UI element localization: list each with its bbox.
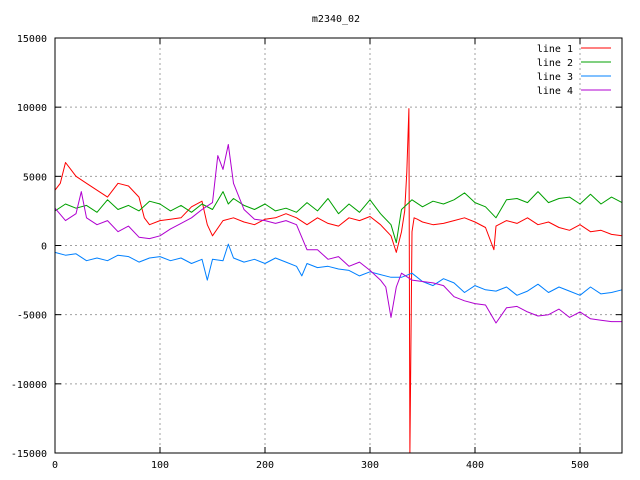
series-line-line-3: [54, 243, 623, 296]
y-tick-label: 15000: [17, 34, 47, 45]
y-tick-label: -5000: [17, 311, 47, 322]
y-tick-label: 10000: [17, 103, 47, 114]
y-tick-label: -15000: [11, 449, 47, 460]
legend-label: line 1: [537, 44, 573, 55]
x-axis-ticks: 0 100 200 300 400 500: [52, 38, 589, 471]
grid: [55, 38, 622, 453]
legend-label: line 4: [537, 86, 573, 97]
x-tick-label: 200: [256, 460, 274, 471]
x-tick-label: 500: [571, 460, 589, 471]
legend-label: line 2: [537, 58, 573, 69]
x-tick-label: 400: [466, 460, 484, 471]
x-tick-label: 0: [52, 460, 58, 471]
y-tick-label: 5000: [23, 172, 47, 183]
series-line-line-1: [54, 108, 623, 454]
series-line-line-4: [54, 144, 622, 324]
chart-title: m2340_02: [312, 14, 360, 25]
series-layer: [54, 108, 623, 454]
series-line-line-2: [54, 191, 623, 244]
legend: line 1 line 2 line 3 line 4: [537, 44, 611, 97]
y-axis-ticks: 15000 10000 5000 0 -5000 -10000 -15000: [11, 34, 622, 460]
legend-label: line 3: [537, 72, 573, 83]
x-tick-label: 100: [151, 460, 169, 471]
x-tick-label: 300: [361, 460, 379, 471]
y-tick-label: 0: [41, 242, 47, 253]
y-tick-label: -10000: [11, 380, 47, 391]
